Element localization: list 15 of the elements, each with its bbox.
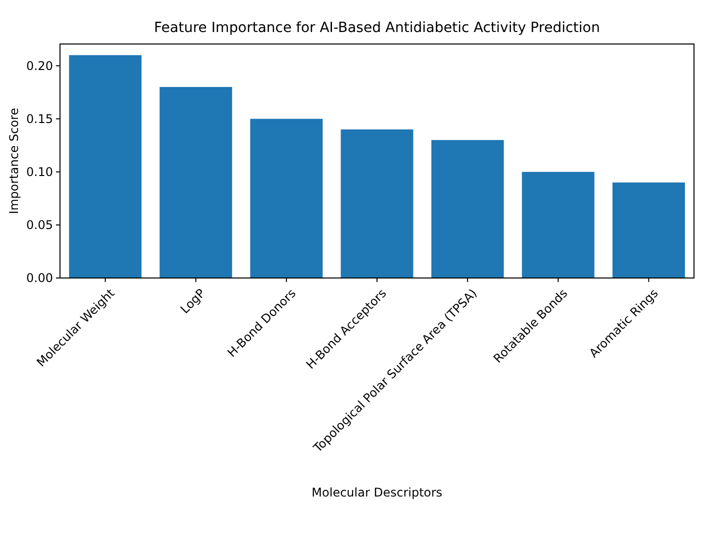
y-tick-label: 0.00 [26, 271, 53, 286]
chart-title: Feature Importance for AI-Based Antidiabetic Activity Prediction [154, 20, 600, 36]
y-tick-label: 0.05 [26, 218, 53, 232]
bar [612, 182, 685, 278]
x-axis-title: Molecular Descriptors [312, 485, 442, 500]
bar [340, 129, 414, 278]
y-tick-label: 0.10 [26, 165, 53, 180]
bar [69, 55, 142, 278]
y-tick-label: 0.20 [26, 58, 53, 73]
bar [250, 118, 323, 278]
bar [160, 86, 232, 278]
y-axis-title: Importance Score [7, 108, 21, 214]
bar [522, 172, 594, 278]
y-tick-label: 0.15 [26, 112, 53, 126]
bar [431, 140, 504, 278]
